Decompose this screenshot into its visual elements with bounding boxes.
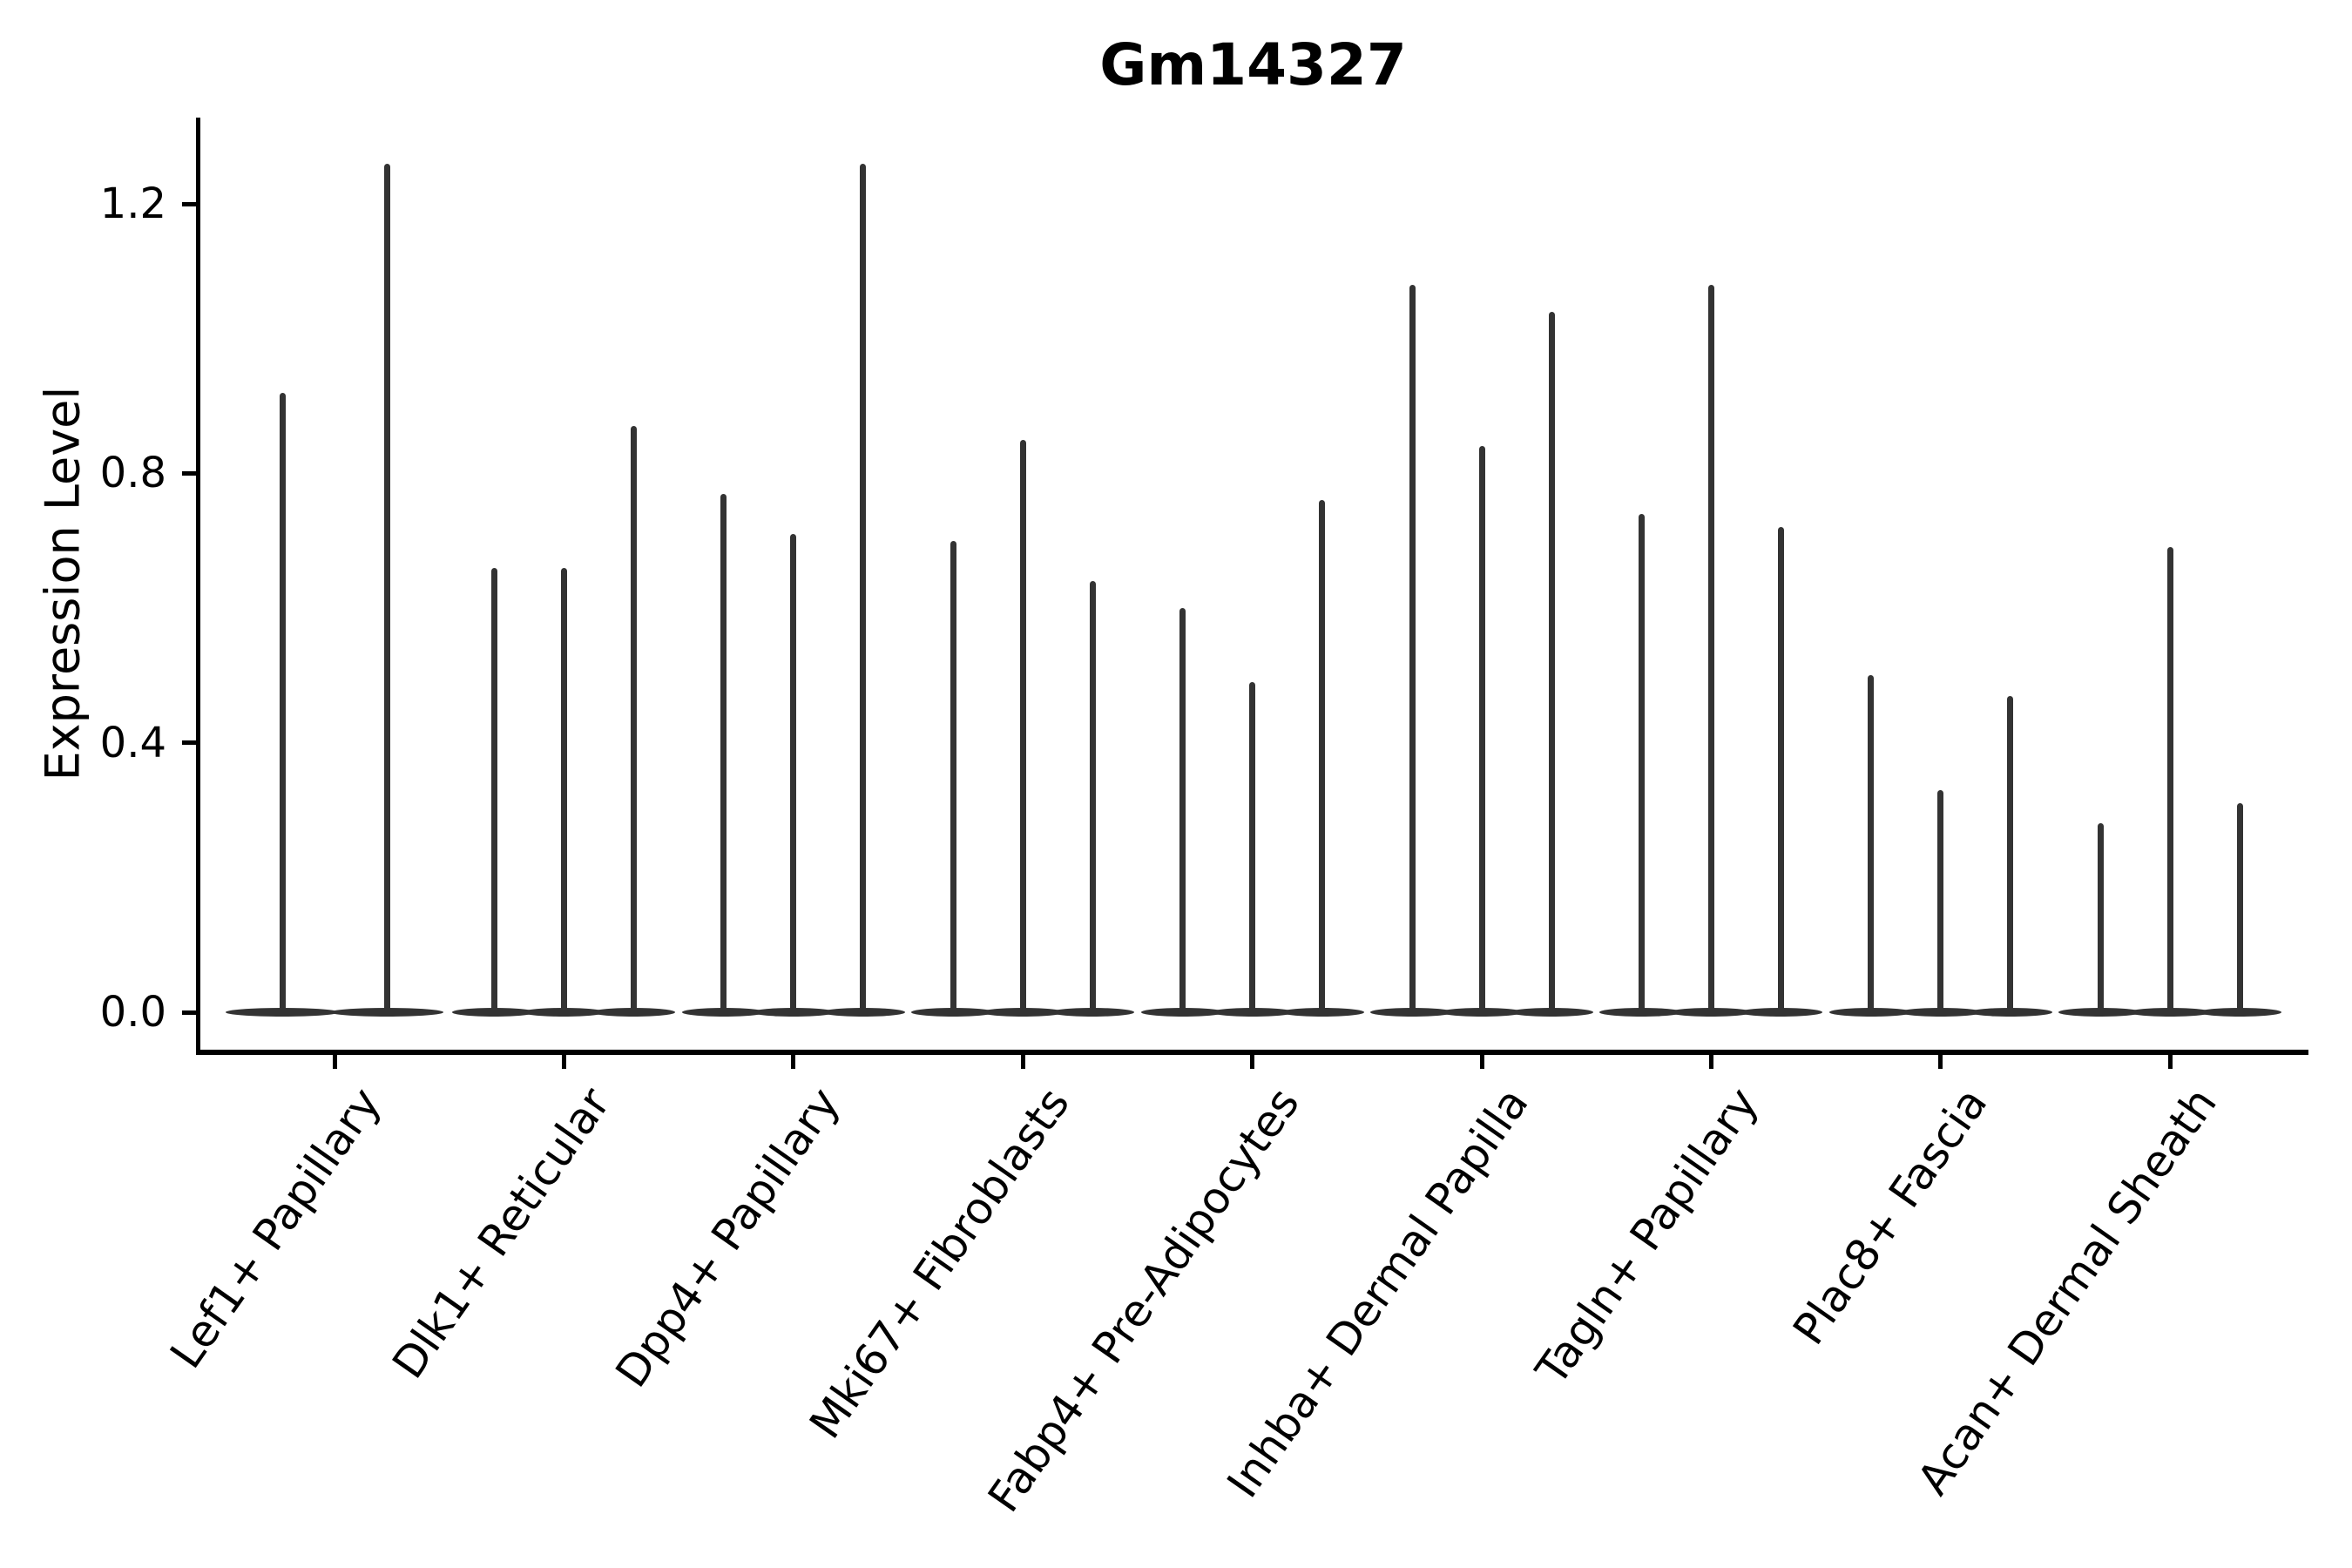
violin-base bbox=[1669, 1008, 1754, 1017]
violin-base bbox=[1968, 1008, 2052, 1017]
violin-base bbox=[1280, 1008, 1364, 1017]
violin-stem bbox=[1777, 527, 1784, 1012]
violin-stem bbox=[630, 426, 637, 1012]
violin-base bbox=[1510, 1008, 1593, 1017]
x-tick-label: Tagln+ Papillary bbox=[1525, 1078, 1768, 1394]
violin-base bbox=[2128, 1008, 2213, 1017]
violin-base bbox=[751, 1008, 835, 1017]
y-tick bbox=[181, 1010, 196, 1015]
x-tick bbox=[2167, 1055, 2173, 1069]
violin-stem bbox=[2097, 823, 2104, 1012]
violin-stem bbox=[1638, 513, 1645, 1012]
violin-base bbox=[911, 1008, 996, 1017]
violin-base bbox=[452, 1008, 537, 1017]
x-tick bbox=[1479, 1055, 1484, 1069]
violin-stem bbox=[2007, 695, 2014, 1012]
violin-base bbox=[591, 1008, 676, 1017]
x-tick bbox=[1250, 1055, 1255, 1069]
violin-base bbox=[522, 1008, 606, 1017]
violin-base bbox=[1440, 1008, 1524, 1017]
violin-stem bbox=[1548, 311, 1555, 1012]
x-tick-label: Mki67+ Fibroblasts bbox=[800, 1078, 1079, 1448]
violin-base bbox=[1898, 1008, 1983, 1017]
violin-stem bbox=[1937, 789, 1944, 1012]
violin-base bbox=[1051, 1008, 1135, 1017]
x-tick-label: Dlk1+ Reticular bbox=[382, 1078, 621, 1388]
violin-base bbox=[2198, 1008, 2282, 1017]
y-tick-label: 0.4 bbox=[99, 718, 166, 767]
x-tick bbox=[1708, 1055, 1713, 1069]
violin-stem bbox=[490, 567, 497, 1012]
violin-stem bbox=[1319, 500, 1326, 1012]
violin-stem bbox=[1409, 284, 1416, 1012]
y-axis-spine bbox=[195, 118, 200, 1055]
violin-stem bbox=[2236, 803, 2243, 1012]
x-tick bbox=[1020, 1055, 1025, 1069]
x-tick bbox=[561, 1055, 566, 1069]
chart-title: Gm14327 bbox=[1099, 31, 1407, 98]
x-tick-label: Dpp4+ Papillary bbox=[606, 1078, 850, 1396]
violin-base bbox=[1828, 1008, 1913, 1017]
violin-stem bbox=[1179, 608, 1186, 1012]
y-tick-label: 1.2 bbox=[99, 179, 166, 229]
violin-stem bbox=[1478, 446, 1485, 1012]
violin-base bbox=[981, 1008, 1065, 1017]
x-tick-label: Plac8+ Fascia bbox=[1783, 1078, 1997, 1355]
violin-stem bbox=[2166, 547, 2173, 1012]
y-tick bbox=[181, 201, 196, 206]
x-tick bbox=[332, 1055, 337, 1069]
x-tick bbox=[791, 1055, 796, 1069]
violin-stem bbox=[950, 540, 956, 1012]
x-tick bbox=[1938, 1055, 1943, 1069]
violin-base bbox=[1140, 1008, 1225, 1017]
violin-stem bbox=[860, 163, 867, 1012]
y-tick bbox=[181, 470, 196, 476]
violin-stem bbox=[720, 493, 727, 1012]
y-tick-label: 0.8 bbox=[99, 449, 166, 498]
violin-base bbox=[1370, 1008, 1454, 1017]
violin-stem bbox=[1707, 284, 1714, 1012]
violin-base bbox=[1739, 1008, 1823, 1017]
violin-stem bbox=[279, 392, 286, 1012]
x-tick-label: Lef1+ Papillary bbox=[160, 1078, 391, 1378]
violin-stem bbox=[1019, 439, 1026, 1012]
violin-base bbox=[1599, 1008, 1684, 1017]
violin-base bbox=[821, 1008, 905, 1017]
violin-stem bbox=[790, 533, 797, 1012]
violin-base bbox=[330, 1008, 443, 1017]
violin-stem bbox=[560, 567, 567, 1012]
violin-base bbox=[226, 1008, 339, 1017]
violin-stem bbox=[383, 163, 390, 1012]
violin-stem bbox=[1089, 581, 1096, 1012]
violin-base bbox=[681, 1008, 766, 1017]
violin-base bbox=[1210, 1008, 1294, 1017]
violin-stem bbox=[1868, 675, 1875, 1012]
y-tick bbox=[181, 740, 196, 746]
x-axis-spine bbox=[195, 1050, 2308, 1055]
y-tick-label: 0.0 bbox=[99, 988, 166, 1037]
violin-base bbox=[2058, 1008, 2143, 1017]
violin-stem bbox=[1249, 682, 1256, 1012]
